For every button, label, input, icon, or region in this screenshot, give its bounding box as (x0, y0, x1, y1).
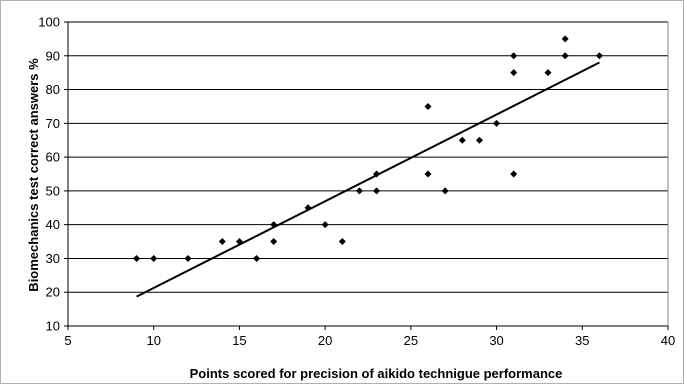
data-point (373, 187, 381, 195)
data-point (561, 35, 569, 43)
data-point (493, 119, 501, 127)
y-tick-label: 20 (46, 285, 60, 300)
y-axis-title: Biomechanics test correct answers % (26, 58, 41, 292)
data-point (270, 221, 278, 229)
data-point (338, 238, 346, 246)
data-point (475, 136, 483, 144)
data-point (270, 238, 278, 246)
data-point (304, 204, 312, 212)
axes (64, 21, 669, 330)
data-point (184, 254, 192, 262)
y-tick-label: 10 (46, 319, 60, 334)
data-point (150, 254, 158, 262)
data-point (218, 238, 226, 246)
data-point (424, 102, 432, 110)
data-point (424, 170, 432, 178)
x-tick-label: 30 (489, 333, 503, 348)
y-tick-label: 100 (38, 15, 60, 30)
data-point (321, 221, 329, 229)
data-point (544, 69, 552, 77)
x-tick-label: 15 (232, 333, 246, 348)
x-tick-label: 5 (64, 333, 71, 348)
x-tick-label: 35 (575, 333, 589, 348)
y-tick-label: 30 (46, 251, 60, 266)
y-tick-label: 70 (46, 116, 60, 131)
data-point (253, 254, 261, 262)
x-tick-label: 40 (661, 333, 675, 348)
data-points (133, 35, 603, 262)
data-point (561, 52, 569, 60)
data-point (441, 187, 449, 195)
data-point (458, 136, 466, 144)
trendline-layer (136, 61, 600, 298)
tick-labels: 10 20 30 40 50 60 70 80 90 100 5 10 15 20 25 30 35 40 (38, 15, 675, 349)
data-point (235, 238, 243, 246)
trendline (136, 61, 600, 298)
y-tick-label: 80 (46, 82, 60, 97)
data-point (510, 170, 518, 178)
y-tick-label: 50 (46, 183, 60, 198)
data-point (355, 187, 363, 195)
x-tick-label: 10 (146, 333, 160, 348)
y-tick-label: 60 (46, 150, 60, 165)
y-tick-label: 40 (46, 217, 60, 232)
data-point (133, 254, 141, 262)
y-tick-label: 90 (46, 48, 60, 63)
grid-lines (68, 21, 668, 293)
x-tick-label: 25 (404, 333, 418, 348)
data-point (510, 52, 518, 60)
x-tick-label: 20 (318, 333, 332, 348)
data-point (595, 52, 603, 60)
data-point (510, 69, 518, 77)
data-point (373, 170, 381, 178)
x-axis-title: Points scored for precision of aikido te… (190, 366, 563, 381)
